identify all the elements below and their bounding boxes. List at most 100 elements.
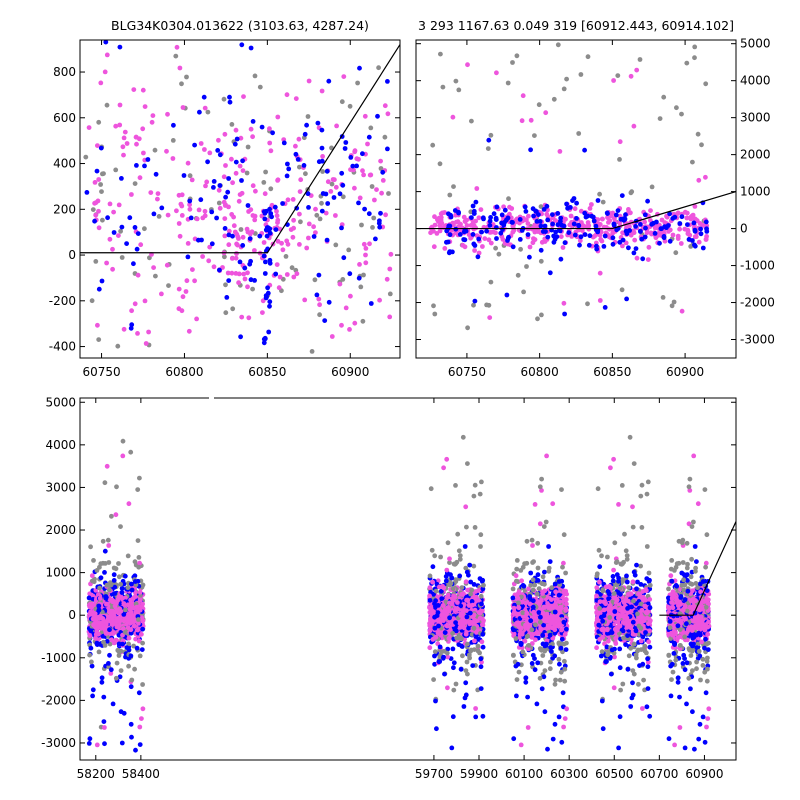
gray-data-point [478, 532, 484, 538]
blue-data-point [263, 227, 269, 233]
blue-data-point [436, 623, 441, 629]
magenta-data-point [598, 237, 604, 242]
gray-data-point [238, 227, 244, 232]
magenta-data-point [494, 70, 499, 76]
blue-data-point [107, 627, 112, 633]
magenta-data-point [129, 617, 135, 623]
magenta-data-point [238, 135, 244, 141]
gray-data-point [530, 560, 535, 565]
magenta-data-point [276, 285, 282, 291]
magenta-data-point [628, 73, 634, 79]
blue-data-point [667, 211, 672, 217]
blue-data-point [226, 232, 232, 238]
magenta-data-point [551, 617, 557, 622]
gray-data-point [319, 200, 324, 206]
magenta-data-point [563, 608, 569, 613]
top-left-title: BLG34K0304.013622 (3103.63, 4287.24) [111, 18, 369, 33]
gray-data-point [100, 217, 105, 223]
magenta-data-point [543, 632, 549, 638]
magenta-data-point [384, 276, 390, 282]
blue-data-point [631, 250, 637, 256]
gray-data-point [433, 588, 439, 594]
blue-data-point [267, 230, 273, 236]
gray-data-point [179, 81, 184, 87]
blue-data-point [578, 234, 584, 240]
magenta-data-point [561, 300, 567, 306]
blue-data-point [378, 210, 383, 216]
blue-data-point [657, 240, 662, 246]
blue-data-point [704, 229, 710, 234]
magenta-data-point [110, 598, 116, 604]
magenta-data-point [530, 543, 535, 548]
gray-data-point [455, 635, 461, 641]
gray-data-point [530, 577, 536, 583]
magenta-data-point [317, 302, 322, 308]
gray-data-point [597, 191, 602, 197]
magenta-data-point [284, 92, 290, 98]
gray-data-point [371, 215, 377, 221]
gray-data-point [97, 585, 102, 591]
magenta-data-point [222, 131, 228, 137]
blue-data-point [438, 588, 444, 594]
gray-data-point [561, 86, 567, 92]
top-right-points [428, 42, 710, 331]
blue-data-point [134, 163, 139, 168]
blue-data-point [585, 213, 591, 219]
magenta-data-point [478, 207, 484, 213]
blue-data-point [356, 200, 361, 206]
magenta-data-point [562, 631, 568, 637]
blue-data-point [692, 227, 698, 233]
magenta-data-point [109, 637, 114, 643]
magenta-data-point [102, 725, 107, 730]
magenta-data-point [515, 595, 521, 601]
gray-data-point [113, 675, 119, 681]
blue-data-point [86, 741, 92, 746]
magenta-data-point [108, 610, 114, 615]
magenta-data-point [225, 270, 231, 276]
gray-data-point [540, 653, 546, 658]
magenta-data-point [352, 320, 358, 326]
magenta-data-point [458, 221, 463, 227]
magenta-data-point [294, 271, 300, 277]
magenta-data-point [510, 229, 516, 235]
magenta-data-point [472, 638, 477, 644]
magenta-data-point [427, 593, 432, 599]
magenta-data-point [116, 202, 122, 208]
magenta-data-point [250, 183, 256, 189]
blue-data-point [196, 237, 201, 243]
gray-data-point [216, 200, 222, 206]
magenta-data-point [526, 624, 531, 630]
magenta-data-point [476, 250, 482, 256]
model-line [80, 44, 401, 254]
gray-data-point [320, 169, 325, 174]
blue-data-point [559, 222, 565, 228]
magenta-data-point [539, 239, 545, 245]
magenta-data-point [337, 281, 343, 287]
magenta-data-point [387, 314, 393, 320]
x-tick-label: 60750 [448, 365, 486, 379]
magenta-data-point [361, 241, 367, 247]
gray-data-point [427, 573, 433, 579]
y-tick-label: -2000 [740, 296, 775, 310]
magenta-data-point [135, 272, 141, 278]
gray-data-point [429, 547, 435, 553]
magenta-data-point [177, 65, 183, 71]
magenta-data-point [563, 588, 569, 594]
blue-data-point [561, 619, 567, 625]
magenta-data-point [87, 633, 93, 639]
blue-data-point [643, 225, 648, 231]
magenta-data-point [207, 150, 213, 156]
magenta-data-point [176, 286, 182, 292]
top-right-panel: 60750 60800 60850 60900-3000-2000-100001000… [415, 37, 775, 379]
magenta-data-point [464, 223, 470, 228]
blue-data-point [257, 233, 263, 239]
blue-data-point [102, 548, 108, 554]
magenta-data-point [427, 645, 433, 651]
blue-data-point [128, 653, 134, 659]
blue-data-point [638, 582, 644, 587]
blue-data-point [281, 140, 287, 146]
gray-data-point [514, 677, 520, 682]
blue-data-point [638, 222, 643, 227]
blue-data-point [523, 675, 529, 681]
magenta-data-point [463, 631, 469, 637]
